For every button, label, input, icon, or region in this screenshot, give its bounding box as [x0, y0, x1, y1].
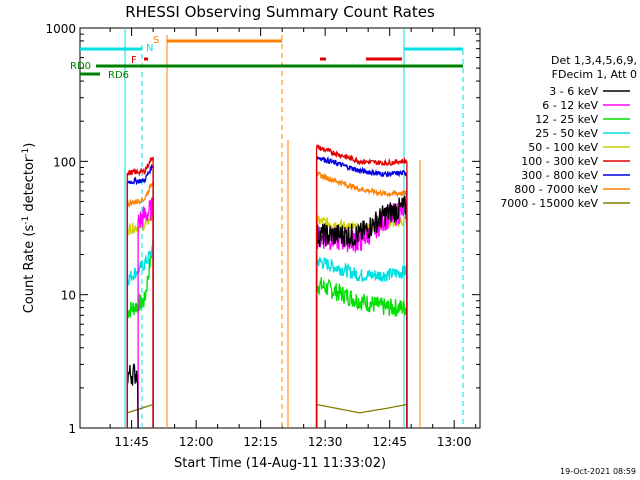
flag-bars: RD0 RD6 F N S	[70, 35, 463, 81]
legend-label: 800 - 7000 keV	[514, 183, 598, 196]
y-tick-label: 10	[61, 289, 76, 303]
interval-markers	[124, 28, 464, 428]
y-tick-label: 100	[53, 155, 76, 169]
series-line	[126, 155, 408, 428]
series-line	[126, 236, 408, 428]
legend-label: 50 - 100 keV	[528, 141, 598, 154]
x-tick-label: 12:30	[308, 435, 343, 449]
legend-label: 300 - 800 keV	[521, 169, 598, 182]
plot-frame	[79, 27, 481, 429]
series-line	[126, 195, 408, 429]
series-line	[137, 197, 408, 429]
series-line	[126, 243, 408, 428]
chart-title: RHESSI Observing Summary Count Rates	[125, 3, 435, 21]
y-tick-label: 1000	[45, 22, 76, 36]
x-axis-label: Start Time (14-Aug-11 11:33:02)	[174, 456, 386, 471]
saa-flag-label: S	[153, 35, 159, 46]
legend-label: 7000 - 15000 keV	[500, 197, 598, 210]
legend-label: 3 - 6 keV	[549, 85, 598, 98]
rd6-flag-label: RD6	[108, 70, 129, 81]
legend-label: 12 - 25 keV	[535, 113, 598, 126]
legend-header-line-1: Det 1,3,4,5,6,9,	[551, 54, 637, 67]
series-line	[126, 171, 408, 428]
legend-header-line-2: FDecim 1, Att 0	[552, 68, 637, 81]
y-axis-label: Count Rate (s-1 detector-1)	[21, 143, 37, 314]
x-axis: 11:45 12:00 12:15 12:30 12:45 13:00	[109, 28, 477, 449]
series-layer	[126, 143, 408, 429]
night-flag-label: N	[146, 43, 153, 54]
series-line	[126, 403, 408, 428]
series-line	[126, 143, 408, 428]
x-tick-label: 11:45	[114, 435, 149, 449]
x-tick-label: 12:00	[179, 435, 214, 449]
legend-label: 100 - 300 keV	[521, 155, 598, 168]
y-tick-label: 1	[68, 422, 76, 436]
timestamp: 19-Oct-2021 08:59	[560, 467, 636, 476]
y-axis: 1 10 100 1000	[45, 22, 480, 436]
flare-flag-label: F	[131, 55, 137, 66]
legend-label: 6 - 12 keV	[542, 99, 598, 112]
legend-label: 25 - 50 keV	[535, 127, 598, 140]
x-tick-label: 12:45	[372, 435, 407, 449]
rd0-flag-label: RD0	[70, 61, 91, 72]
x-tick-label: 13:00	[437, 435, 472, 449]
x-tick-label: 12:15	[243, 435, 278, 449]
